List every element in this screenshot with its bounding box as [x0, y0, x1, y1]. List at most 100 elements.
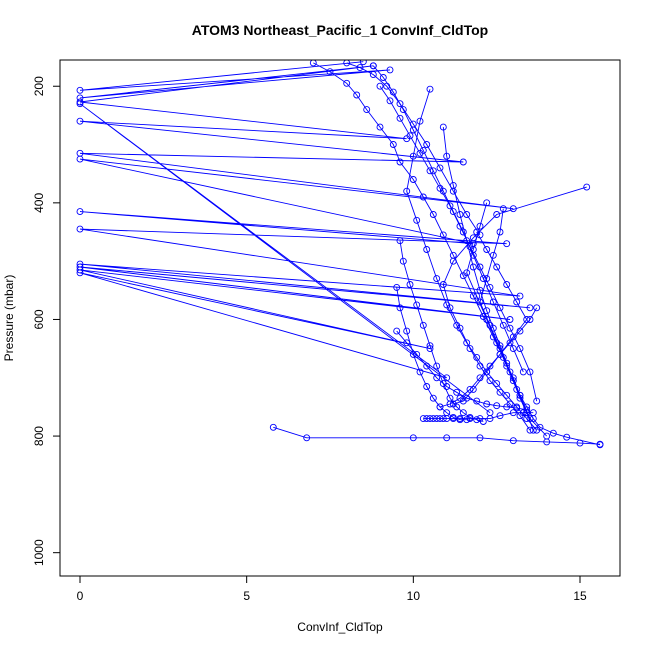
data-point	[443, 434, 451, 442]
data-point	[403, 327, 411, 335]
data-point	[463, 394, 471, 402]
data-point	[499, 205, 507, 213]
data-point	[526, 368, 534, 376]
data-point	[416, 368, 424, 376]
data-point	[369, 62, 377, 70]
data-point	[509, 377, 517, 385]
data-point	[576, 439, 584, 447]
series-line	[79, 61, 531, 414]
data-point	[466, 385, 474, 393]
data-point	[493, 211, 501, 218]
data-point	[436, 415, 444, 423]
data-point	[419, 321, 427, 329]
data-point	[433, 275, 441, 283]
data-point	[459, 158, 467, 166]
series-16	[343, 60, 484, 239]
data-point	[403, 187, 411, 195]
data-point	[533, 426, 541, 434]
data-point	[516, 327, 524, 335]
data-point	[506, 316, 514, 323]
series-15	[393, 327, 531, 414]
data-point	[509, 409, 517, 417]
data-point	[446, 304, 454, 312]
data-point	[436, 164, 444, 172]
data-point	[416, 149, 424, 157]
data-point	[506, 324, 514, 332]
data-point	[389, 141, 397, 148]
data-point	[476, 415, 484, 423]
data-point	[343, 60, 351, 67]
data-point	[483, 400, 491, 408]
data-point	[483, 246, 491, 253]
data-point	[326, 68, 334, 76]
data-point	[343, 79, 351, 87]
data-point	[463, 269, 471, 277]
data-point	[409, 120, 417, 128]
data-point	[359, 60, 367, 66]
data-point	[503, 391, 511, 399]
data-point	[376, 82, 384, 90]
data-point	[509, 437, 517, 445]
data-point	[476, 374, 484, 382]
data-point	[489, 251, 497, 259]
data-point	[396, 100, 404, 108]
series-3	[376, 82, 541, 405]
data-point	[406, 132, 414, 140]
data-point	[76, 266, 84, 274]
data-point	[519, 368, 527, 376]
data-point	[416, 117, 424, 125]
data-point	[449, 208, 457, 216]
y-tick-label: 200	[32, 76, 46, 96]
series-10	[419, 409, 537, 423]
x-tick-label: 15	[573, 589, 587, 603]
data-point	[483, 275, 491, 283]
data-point	[439, 231, 447, 239]
data-point	[513, 404, 521, 412]
x-tick-label: 0	[77, 589, 84, 603]
series-0	[76, 60, 534, 417]
data-point	[476, 231, 484, 239]
data-point	[463, 416, 471, 424]
data-point	[76, 155, 84, 163]
data-point	[353, 91, 361, 99]
data-point	[456, 394, 464, 402]
series-8	[393, 283, 471, 424]
series-line	[399, 240, 484, 422]
data-point	[516, 345, 524, 353]
data-point	[583, 183, 591, 191]
series-5	[439, 123, 537, 434]
data-point	[396, 114, 404, 122]
data-point	[516, 292, 524, 300]
data-point	[423, 383, 431, 390]
data-point	[533, 397, 541, 405]
data-point	[443, 383, 451, 390]
data-point	[406, 281, 414, 288]
data-point	[76, 86, 84, 94]
data-point	[436, 184, 444, 192]
series-line	[423, 412, 534, 420]
data-point	[379, 74, 387, 81]
plot-area	[76, 60, 604, 449]
data-point	[403, 339, 411, 347]
series-line	[406, 89, 538, 431]
data-point	[76, 269, 84, 277]
data-point	[396, 237, 404, 245]
data-point	[496, 228, 504, 236]
data-point	[483, 199, 491, 207]
data-point	[503, 240, 511, 248]
data-point	[543, 432, 551, 440]
y-tick-label: 600	[32, 309, 46, 329]
data-point	[463, 211, 471, 218]
data-point	[309, 60, 317, 67]
data-point	[506, 339, 514, 347]
data-point	[473, 416, 481, 424]
data-point	[443, 374, 451, 382]
data-point	[376, 123, 384, 131]
data-point	[473, 292, 481, 300]
data-point	[446, 202, 454, 210]
data-point	[356, 64, 364, 72]
data-point	[386, 97, 394, 105]
data-point	[453, 388, 461, 396]
data-point	[449, 187, 457, 195]
